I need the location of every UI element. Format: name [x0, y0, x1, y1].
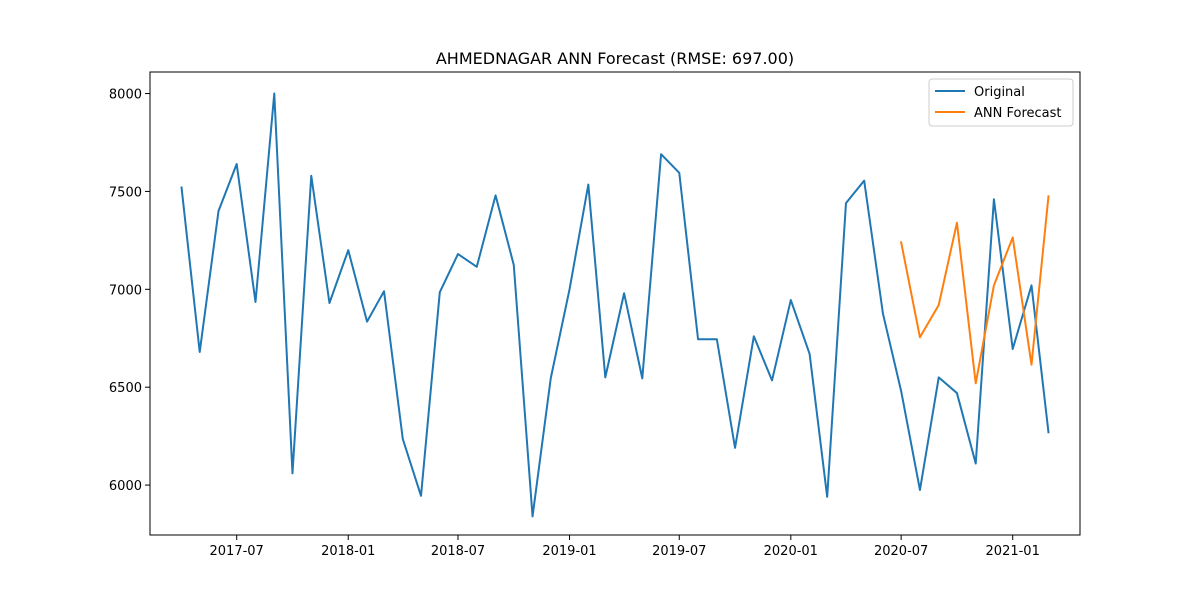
y-tick-label: 6500: [109, 381, 142, 396]
x-tick-label: 2021-01: [986, 544, 1040, 559]
y-tick-label: 7500: [109, 185, 142, 200]
x-tick-label: 2020-01: [764, 544, 818, 559]
plot-series-group: [180, 92, 1050, 518]
y-tick-label: 7000: [109, 283, 142, 298]
legend-label: ANN Forecast: [974, 106, 1061, 121]
x-tick-label: 2018-01: [321, 544, 375, 559]
legend: Original ANN Forecast: [928, 78, 1074, 127]
x-axis: 2017-07 2018-01 2018-07 2019-01 2019-07 2020-…: [210, 535, 1040, 559]
y-tick-label: 6000: [109, 479, 142, 494]
y-tick-label: 8000: [109, 88, 142, 103]
series-line-ann-forecast: [899, 195, 1050, 385]
chart-title: AHMEDNAGAR ANN Forecast (RMSE: 697.00): [436, 49, 794, 68]
x-tick-label: 2017-07: [210, 544, 264, 559]
x-tick-label: 2019-07: [652, 544, 706, 559]
y-axis: 6000 6500 7000 7500 8000: [109, 88, 150, 494]
x-tick-label: 2019-01: [542, 544, 596, 559]
x-tick-label: 2020-07: [874, 544, 928, 559]
x-tick-label: 2018-07: [431, 544, 485, 559]
legend-label: Original: [974, 85, 1025, 100]
series-line-original: [180, 92, 1050, 518]
plot-frame: [149, 71, 1081, 536]
